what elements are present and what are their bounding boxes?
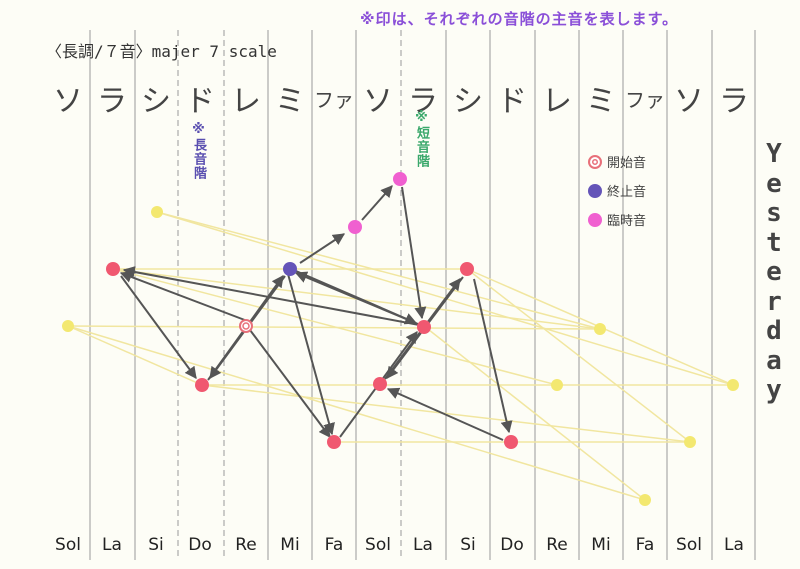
melody-note [373,377,387,391]
yellow-note [727,379,739,391]
melody-note [460,262,474,276]
tonic-note: ※印は、それぞれの音階の主音を表します。 [360,10,679,28]
kana-scale-row: ソ ラ シ ド レ ミ ファ ソ ラ シ ド レ ミ ファ ソ ラ [0,76,800,119]
kana-label: ソ [674,84,704,119]
kana-label: レ [231,84,261,119]
solfege-label: Do [500,535,524,555]
kana-label: ド [185,84,215,119]
song-title-letter: e [766,168,782,199]
end-note-icon [588,183,602,198]
solfege-label: Mi [591,535,611,555]
notes [62,172,739,506]
legend-item-accidental: 臨時音 [588,205,646,234]
solfege-label: La [102,535,122,555]
kana-label: ミ [275,84,305,119]
kana-label: ド [497,84,527,119]
melody-note [504,435,518,449]
melody-note [195,378,209,392]
song-title-letter: a [766,345,782,376]
accidental-note [348,220,362,234]
song-title-letter: t [766,227,782,258]
solfege-label: Sol [365,535,391,555]
melody-note [417,320,431,334]
legend-label: 開始音 [607,156,647,171]
end-note [283,262,297,276]
kana-label: ソ [53,84,83,119]
yellow-note [551,379,563,391]
solfege-label: La [413,535,433,555]
kana-label: ソ [363,84,393,119]
kana-label: レ [542,84,572,119]
melody-note [106,262,120,276]
legend-label: 終止音 [607,185,647,200]
song-title-letter: e [766,257,782,287]
accidental-note-icon [588,212,602,227]
kana-label: シ [453,84,483,119]
song-title-letter: d [766,316,782,346]
solfege-label: Fa [324,535,344,555]
page-title: 〈長調/７音〉majer 7 scale [46,42,277,61]
yellow-note [151,206,163,218]
song-title-letter: Y [766,139,782,169]
kana-label: ラ [97,84,127,119]
solfege-label: Si [460,535,476,555]
yellow-note [684,436,696,448]
solfege-label: Do [188,535,212,555]
legend-item-end: 終止音 [588,176,646,205]
melody-arrows [119,185,513,441]
kana-label: ファ [625,88,665,112]
kana-label: ラ [408,84,438,119]
solfege-label: Sol [55,535,81,555]
legend-label: 臨時音 [607,214,647,229]
kana-label: ミ [586,84,616,119]
yellow-note [594,323,606,335]
legend-item-start: 開始音 [588,147,646,176]
yellow-note [62,320,74,332]
solfege-label: Re [546,535,568,555]
song-title-letter: r [766,286,782,317]
melody-note [327,435,341,449]
start-note-inner [242,322,250,330]
major-scale-label: ※長音階 [191,122,206,180]
solfege-label: La [724,535,744,555]
solfege-label: Si [148,535,164,555]
start-note [239,319,253,333]
solfege-label: Sol [676,535,702,555]
minor-scale-label: ※短音階 [414,110,429,168]
yellow-note [639,494,651,506]
kana-label: ファ [314,88,354,112]
accidental-note [393,172,407,186]
start-note-icon [588,154,602,169]
solfege-label: Mi [280,535,300,555]
kana-label: ラ [719,84,749,119]
song-title-letter: y [766,375,782,405]
song-title-letter: s [766,198,782,228]
solfege-label: Fa [635,535,655,555]
kana-label: シ [141,84,171,119]
solfege-label: Re [235,535,257,555]
legend: 開始音 終止音 臨時音 [588,147,646,234]
